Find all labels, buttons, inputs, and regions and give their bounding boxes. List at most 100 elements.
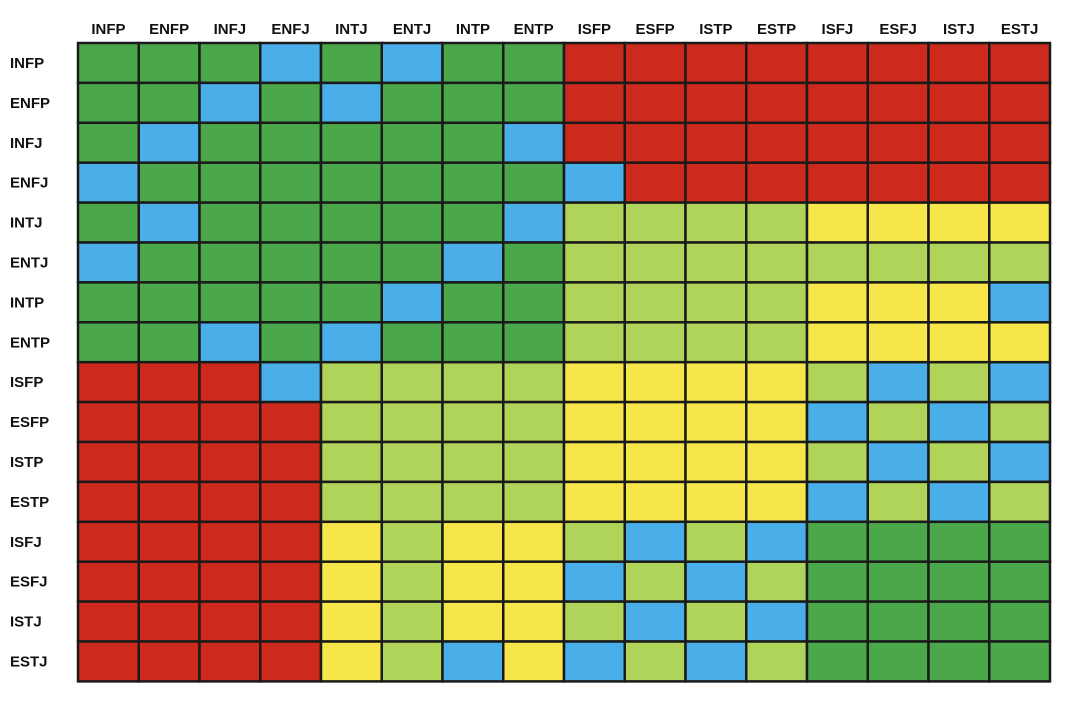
heatmap-cell-isfj-isfj xyxy=(805,520,869,563)
heatmap-cell-istj-esfp xyxy=(623,600,687,643)
heatmap-cell-istp-intp xyxy=(441,440,505,484)
heatmap-cell-enfj-infj xyxy=(198,161,262,204)
heatmap-cell-entp-enfj xyxy=(259,321,323,364)
heatmap-cell-estj-intp xyxy=(441,640,505,683)
heatmap-cell-infp-isfj xyxy=(805,41,869,85)
heatmap-cell-infj-enfp xyxy=(137,121,201,164)
heatmap-cell-entj-istp xyxy=(684,241,748,284)
heatmap-cell-enfj-entp xyxy=(502,161,566,204)
heatmap-cell-enfj-esfp xyxy=(623,161,687,204)
heatmap-cell-infj-enfj xyxy=(259,121,323,164)
heatmap-cell-enfp-esfp xyxy=(623,81,687,125)
heatmap-cell-intp-infp xyxy=(76,281,140,324)
heatmap-cell-isfp-isfp xyxy=(562,360,626,404)
heatmap-cell-entp-esfj xyxy=(866,321,930,364)
heatmap-cell-entp-intp xyxy=(441,321,505,364)
column-label: ISTP xyxy=(699,21,732,38)
heatmap-cell-esfj-esfp xyxy=(623,560,687,603)
heatmap-cell-infp-entj xyxy=(380,41,444,85)
heatmap-cell-infp-isfp xyxy=(562,41,626,85)
heatmap-cell-entp-estj xyxy=(988,321,1052,364)
heatmap-cell-isfp-istj xyxy=(927,360,991,404)
column-label: ESTP xyxy=(757,21,796,38)
column-label: ESFP xyxy=(636,21,675,38)
heatmap-cell-entj-infp xyxy=(76,241,140,284)
heatmap-cell-istp-intj xyxy=(319,440,383,484)
heatmap-cell-infj-entj xyxy=(380,121,444,164)
heatmap-cell-entj-intj xyxy=(319,241,383,284)
heatmap-cell-enfp-estp xyxy=(745,81,809,125)
heatmap-cell-intj-infp xyxy=(76,201,140,244)
heatmap-cell-entp-istp xyxy=(684,321,748,364)
heatmap-cell-estj-enfp xyxy=(137,640,201,683)
heatmap-cell-entj-esfp xyxy=(623,241,687,284)
heatmap-cell-infj-infj xyxy=(198,121,262,164)
heatmap-cell-enfp-esfj xyxy=(866,81,930,125)
heatmap-cell-entp-entp xyxy=(502,321,566,364)
heatmap-cell-estj-infj xyxy=(198,640,262,683)
heatmap-cell-enfp-enfp xyxy=(137,81,201,125)
column-label: ISTJ xyxy=(943,21,975,38)
heatmap-cell-istj-entj xyxy=(380,600,444,643)
heatmap-cell-intp-esfp xyxy=(623,281,687,324)
row-label: INFJ xyxy=(10,135,43,152)
heatmap-cell-istp-esfj xyxy=(866,440,930,484)
row-label: INTJ xyxy=(10,215,43,232)
heatmap-cell-isfp-esfp xyxy=(623,360,687,404)
heatmap-cell-isfj-intj xyxy=(319,520,383,563)
heatmap-cell-estj-isfp xyxy=(562,640,626,683)
heatmap-cell-enfp-istp xyxy=(684,81,748,125)
heatmap-cell-isfp-intj xyxy=(319,360,383,404)
heatmap-cell-entj-entj xyxy=(380,241,444,284)
heatmap-cell-intj-infj xyxy=(198,201,262,244)
heatmap-cell-esfj-enfp xyxy=(137,560,201,603)
heatmap-cell-infj-isfp xyxy=(562,121,626,164)
heatmap-cell-istp-istp xyxy=(684,440,748,484)
heatmap-cell-istj-intj xyxy=(319,600,383,643)
column-labels: INFP ENFP INFJ ENFJ INTJ ENTJ INTP ENTP ISFP ESFP… xyxy=(91,21,1038,38)
heatmap-cell-entj-istj xyxy=(927,241,991,284)
heatmap-cell-infp-enfj xyxy=(259,41,323,85)
heatmap-cell-isfj-istp xyxy=(684,520,748,563)
heatmap-cell-estp-infj xyxy=(198,480,262,524)
heatmap-cell-intp-intj xyxy=(319,281,383,324)
row-label: ISTP xyxy=(10,454,43,471)
row-labels: INFP ENFP INFJ ENFJ INTJ ENTJ INTP ENTP ISFP ESFP… xyxy=(10,55,50,671)
heatmap-cell-isfp-entj xyxy=(380,360,444,404)
heatmap-cell-enfj-enfp xyxy=(137,161,201,204)
heatmap-cell-enfp-isfp xyxy=(562,81,626,125)
heatmap-cell-estj-entj xyxy=(380,640,444,683)
column-label: INTJ xyxy=(335,21,368,38)
heatmap-cell-infp-estj xyxy=(988,41,1052,85)
heatmap-cell-estp-estj xyxy=(988,480,1052,524)
heatmap-cell-enfp-isfj xyxy=(805,81,869,125)
column-label: ISFJ xyxy=(822,21,854,38)
heatmap-cell-intj-isfj xyxy=(805,201,869,244)
heatmap-cell-isfj-infj xyxy=(198,520,262,563)
row-label: ESFP xyxy=(10,414,49,431)
heatmap-cell-estp-entj xyxy=(380,480,444,524)
heatmap-cell-entj-enfp xyxy=(137,241,201,284)
heatmap-cell-infj-infp xyxy=(76,121,140,164)
heatmap-cell-esfj-istp xyxy=(684,560,748,603)
column-label: ISFP xyxy=(578,21,611,38)
heatmap-cell-estj-infp xyxy=(76,640,140,683)
heatmap-cell-estj-istp xyxy=(684,640,748,683)
heatmap-cell-esfj-esfj xyxy=(866,560,930,603)
heatmap-cell-istj-entp xyxy=(502,600,566,643)
heatmap-cell-istj-intp xyxy=(441,600,505,643)
heatmap-cell-intj-enfj xyxy=(259,201,323,244)
heatmap-cell-entj-estj xyxy=(988,241,1052,284)
heatmap-cell-enfj-istp xyxy=(684,161,748,204)
heatmap-cell-esfj-enfj xyxy=(259,560,323,603)
heatmap-cell-esfj-istj xyxy=(927,560,991,603)
heatmap-cell-entp-entj xyxy=(380,321,444,364)
heatmap-cell-isfj-estj xyxy=(988,520,1052,563)
heatmap-cell-infj-istp xyxy=(684,121,748,164)
column-label: INFJ xyxy=(214,21,247,38)
heatmap-cell-infp-istp xyxy=(684,41,748,85)
heatmap-cell-entp-infp xyxy=(76,321,140,364)
row-label: ENTP xyxy=(10,334,50,351)
heatmap-cell-estj-isfj xyxy=(805,640,869,683)
heatmap-cell-enfj-esfj xyxy=(866,161,930,204)
